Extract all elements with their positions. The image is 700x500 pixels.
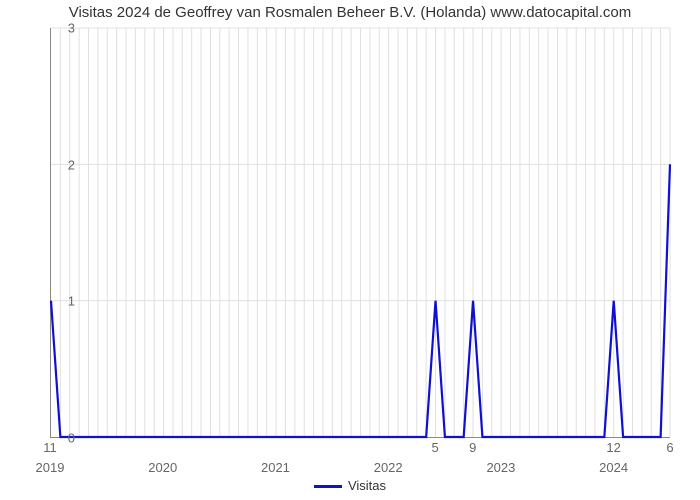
- y-tick-label: 2: [45, 157, 75, 172]
- y-tick-label: 3: [45, 21, 75, 36]
- x-tick-label: 2024: [599, 460, 628, 475]
- legend: Visitas: [0, 478, 700, 493]
- x-tick-label: 2021: [261, 460, 290, 475]
- x-tick-label: 2020: [148, 460, 177, 475]
- point-value-label: 5: [432, 440, 439, 455]
- chart-container: Visitas 2024 de Geoffrey van Rosmalen Be…: [0, 0, 700, 500]
- point-value-label: 12: [606, 440, 620, 455]
- y-tick-label: 1: [45, 294, 75, 309]
- legend-label: Visitas: [348, 478, 386, 493]
- legend-swatch: [314, 485, 342, 488]
- x-tick-label: 2023: [486, 460, 515, 475]
- chart-title: Visitas 2024 de Geoffrey van Rosmalen Be…: [0, 4, 700, 21]
- plot-area: [50, 28, 670, 438]
- point-value-label: 11: [43, 440, 57, 455]
- plot-svg: [51, 28, 670, 437]
- point-value-label: 9: [469, 440, 476, 455]
- point-value-label: 6: [666, 440, 673, 455]
- x-tick-label: 2022: [374, 460, 403, 475]
- x-tick-label: 2019: [36, 460, 65, 475]
